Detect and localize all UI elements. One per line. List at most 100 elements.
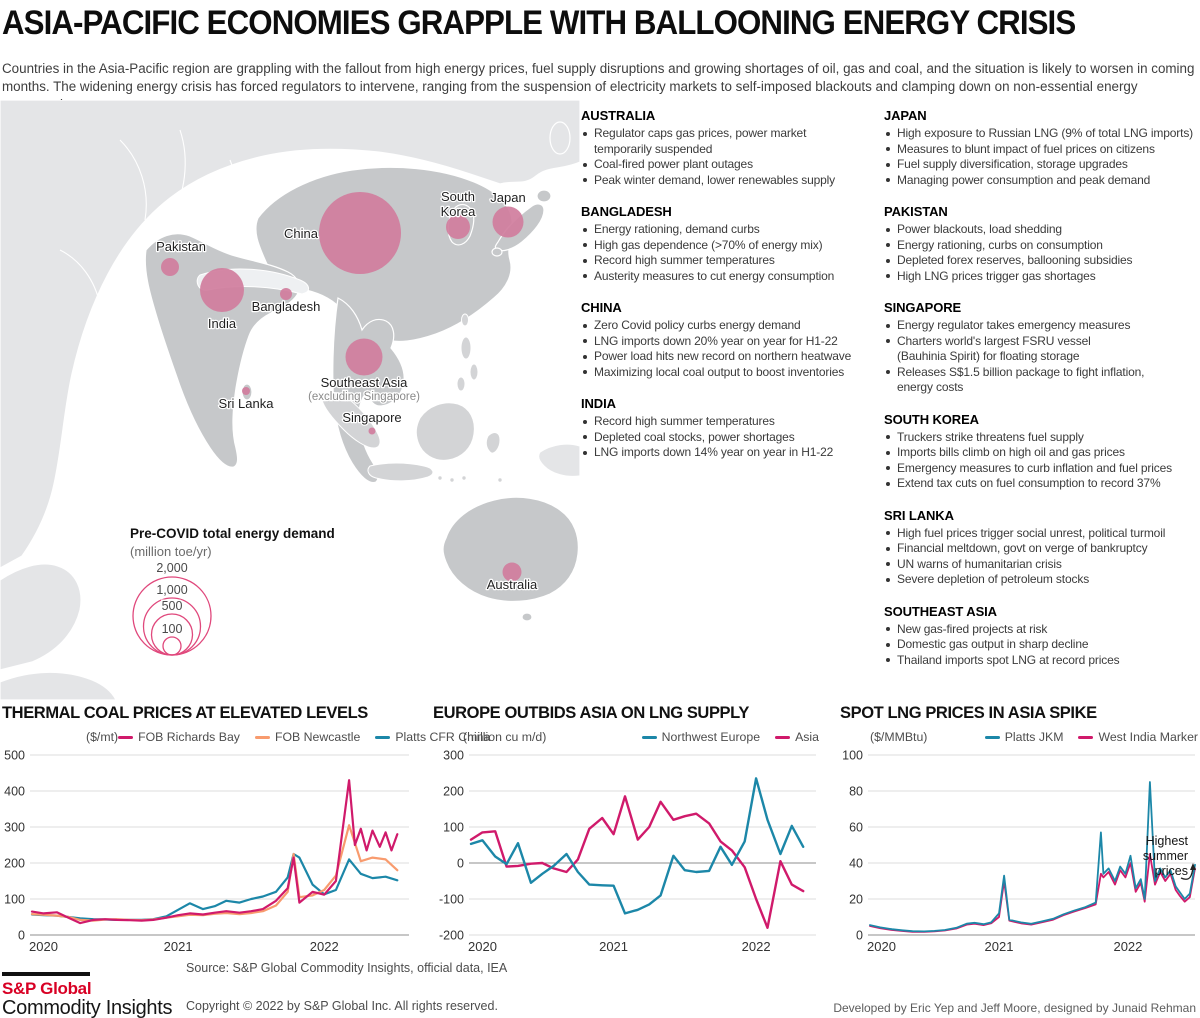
country-bullet: Maximizing local coal output to boost in… <box>581 365 877 381</box>
country-bullet: Record high summer temperatures <box>581 414 877 430</box>
x-tick-label: 2021 <box>164 939 193 954</box>
legend-value: 100 <box>162 622 183 636</box>
country-bullet: LNG imports down 14% year on year in H1-… <box>581 445 877 461</box>
country-section-singapore: SINGAPORE Energy regulator takes emergenc… <box>884 300 1200 396</box>
legend-label: Platts CFR China <box>395 730 491 744</box>
chart-block-2: EUROPE OUTBIDS ASIA ON LNG SUPPLY (millio… <box>433 704 819 964</box>
country-bullet: Extend tax cuts on fuel consumption to r… <box>884 476 1200 492</box>
legend-swatch <box>254 735 270 739</box>
bubble-china <box>319 192 401 274</box>
legend-item-northwest-europe: Northwest Europe <box>641 730 760 744</box>
y-tick-label: -200 <box>439 929 464 943</box>
country-section-japan: JAPAN High exposure to Russian LNG (9% of… <box>884 108 1200 188</box>
bubble-south-korea <box>446 215 470 239</box>
chart-unit-label: ($/mt) <box>86 730 119 744</box>
country-bullet: Austerity measures to cut energy consump… <box>581 269 877 285</box>
country-heading: SINGAPORE <box>884 300 962 315</box>
y-tick-label: 100 <box>443 821 464 835</box>
chart-legend: ($/MMBtu) Platts JKM West India Marker <box>840 729 1198 745</box>
bubble-japan <box>492 206 524 238</box>
source-note: Source: S&P Global Commodity Insights, o… <box>186 961 508 975</box>
country-bullet: High fuel prices trigger social unrest, … <box>884 526 1200 542</box>
bubble-india <box>200 268 244 312</box>
land-australia <box>442 496 579 603</box>
y-tick-label: 300 <box>4 821 25 835</box>
country-heading: SOUTH KOREA <box>884 411 979 427</box>
x-tick-label: 2022 <box>310 939 339 954</box>
country-heading: CHINA <box>581 300 622 315</box>
chart-block-1: THERMAL COAL PRICES AT ELEVATED LEVELS ($… <box>2 704 490 964</box>
chart-annotation-text: Highest <box>1146 834 1189 848</box>
legend-item-asia: Asia <box>775 730 819 744</box>
country-bullet: Energy regulator takes emergency measure… <box>884 318 1200 334</box>
y-tick-label: 100 <box>842 749 863 763</box>
x-tick-label: 2020 <box>468 939 497 954</box>
country-bullet-list: Record high summer temperatures Depleted … <box>581 414 877 461</box>
series-line-platts-cfr-china <box>30 852 399 921</box>
country-bullet: Releases S$1.5 billion package to fight … <box>884 365 1200 396</box>
chart-title: THERMAL COAL PRICES AT ELEVATED LEVELS <box>2 704 368 722</box>
x-tick-label: 2021 <box>985 939 1014 954</box>
y-tick-label: 0 <box>856 929 863 943</box>
country-bullet-list: New gas-fired projects at risk Domestic g… <box>884 622 1200 669</box>
bubble-pakistan <box>161 258 179 276</box>
country-heading: SOUTHEAST ASIA <box>884 603 997 619</box>
country-section-china: CHINA Zero Covid policy curbs energy dema… <box>581 300 877 380</box>
legend-label: Asia <box>795 730 819 744</box>
legend-unit: (million toe/yr) <box>130 544 212 559</box>
bubble-southeast-asia <box>345 338 383 376</box>
country-bullet-list: Energy regulator takes emergency measure… <box>884 318 1200 396</box>
country-bullet: Coal-fired power plant outages <box>581 157 877 173</box>
sp-global-logo: S&P Global Commodity Insights <box>2 972 173 1018</box>
y-tick-label: 200 <box>443 785 464 799</box>
asia-pacific-map: China India Pakistan Bangladesh Sri Lanka Sou… <box>0 99 581 701</box>
y-tick-label: 500 <box>4 749 25 763</box>
y-tick-label: 60 <box>849 821 863 835</box>
map-label-india: India <box>208 316 237 331</box>
map-label-china: China <box>284 226 319 241</box>
chart-unit-label: ($/MMBtu) <box>870 730 928 744</box>
legend-circle-100 <box>162 636 182 656</box>
map-bubbles <box>161 192 524 582</box>
chart-legend: ($/mt) FOB Richards Bay FOB Newcastle Platt… <box>2 729 490 745</box>
country-bullet: High gas dependence (>70% of energy mix) <box>581 238 877 254</box>
bubble-australia <box>502 562 522 582</box>
logo-bar <box>2 972 90 976</box>
map-borders <box>59 129 238 306</box>
country-bullet: UN warns of humanitarian crisis <box>884 557 1200 573</box>
series-line-asia <box>469 795 805 930</box>
legend-swatch <box>775 735 791 739</box>
x-tick-label: 2020 <box>29 939 58 954</box>
country-bullet: Thailand imports spot LNG at record pric… <box>884 653 1200 669</box>
legend-value: 2,000 <box>156 561 187 575</box>
chart-block-3: SPOT LNG PRICES IN ASIA SPIKE ($/MMBtu) Pl… <box>840 704 1198 964</box>
map-svg: China India Pakistan Bangladesh Sri Lanka Sou… <box>0 99 581 701</box>
chart-canvas-1: 0 100 200 300 400 500 2020 2021 2022 <box>4 749 409 954</box>
copyright-note: Copyright © 2022 by S&P Global Inc. All … <box>186 999 498 1013</box>
map-label-sri-lanka: Sri Lanka <box>219 396 275 411</box>
chart-title: EUROPE OUTBIDS ASIA ON LNG SUPPLY <box>433 704 749 722</box>
country-bullet: Fuel supply diversification, storage upg… <box>884 157 1200 173</box>
legend-item-fob-newcastle: FOB Newcastle <box>254 730 360 744</box>
chart-annotation-text: summer <box>1143 849 1188 863</box>
chart-canvas-2: -200 -100 0 100 200 300 2020 2021 2022 <box>439 749 816 954</box>
map-label-japan: Japan <box>490 190 525 205</box>
country-bullet-list: Truckers strike threatens fuel supply Imp… <box>884 430 1200 492</box>
country-bullet: Peak winter demand, lower renewables sup… <box>581 173 877 189</box>
map-label-bangladesh: Bangladesh <box>252 299 321 314</box>
country-section-pakistan: PAKISTAN Power blackouts, load shedding En… <box>884 204 1200 284</box>
map-label-singapore: Singapore <box>342 410 401 425</box>
map-labels: China India Pakistan Bangladesh Sri Lanka Sou… <box>155 188 539 594</box>
x-tick-label: 2022 <box>1113 939 1142 954</box>
legend-swatch <box>118 735 134 739</box>
chart-unit-label: (million cu m/d) <box>463 730 547 744</box>
country-bullet: New gas-fired projects at risk <box>884 622 1200 638</box>
country-bullet: LNG imports down 20% year on year for H1… <box>581 334 877 350</box>
country-heading: PAKISTAN <box>884 204 948 219</box>
logo-line1: S&P Global <box>2 978 92 998</box>
land-subcontinent <box>144 233 300 468</box>
map-label-australia: Australia <box>487 577 538 592</box>
country-bullet: Zero Covid policy curbs energy demand <box>581 318 877 334</box>
country-section-sri-lanka: SRI LANKA High fuel prices trigger social… <box>884 508 1200 588</box>
